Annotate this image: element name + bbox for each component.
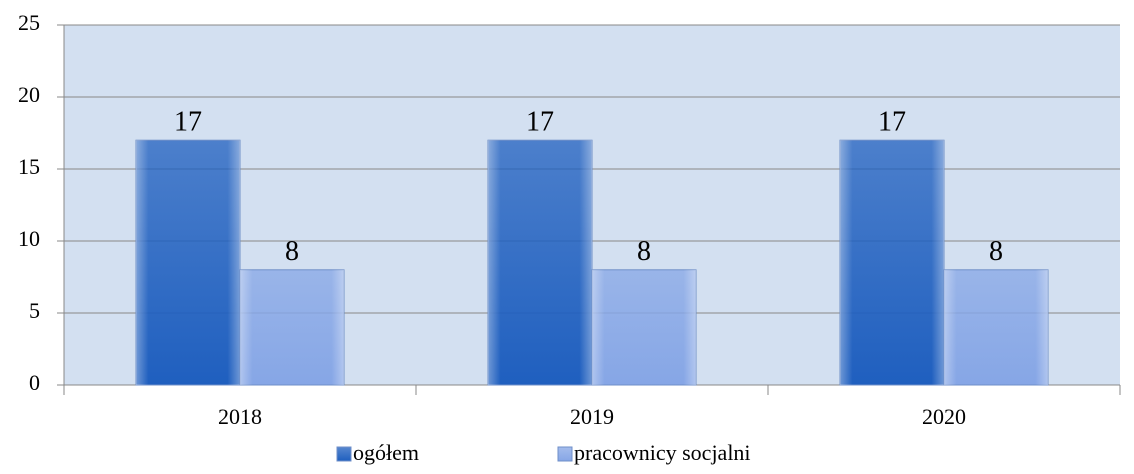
bar-shine — [240, 269, 344, 385]
data-label: 8 — [637, 236, 651, 267]
y-tick-label: 0 — [29, 370, 40, 395]
legend-swatch — [557, 446, 573, 462]
data-label: 17 — [526, 107, 554, 138]
data-label: 17 — [174, 107, 202, 138]
bar-shine — [592, 269, 696, 385]
y-tick-label: 25 — [18, 10, 40, 35]
legend-label: ogółem — [353, 440, 419, 465]
bar-shine — [136, 140, 240, 385]
y-tick-label: 10 — [18, 226, 40, 251]
data-label: 17 — [878, 107, 906, 138]
bar-shine — [840, 140, 944, 385]
data-label: 8 — [285, 236, 299, 267]
legend-label: pracownicy socjalni — [574, 440, 751, 465]
data-label: 8 — [989, 236, 1003, 267]
bar-shine — [488, 140, 592, 385]
y-tick-label: 5 — [29, 298, 40, 323]
y-tick-label: 15 — [18, 154, 40, 179]
bar-shine — [944, 269, 1048, 385]
x-tick-label: 2020 — [922, 404, 966, 429]
x-tick-label: 2018 — [218, 404, 262, 429]
y-tick-label: 20 — [18, 82, 40, 107]
legend-swatch — [336, 446, 352, 462]
x-tick-label: 2019 — [570, 404, 614, 429]
